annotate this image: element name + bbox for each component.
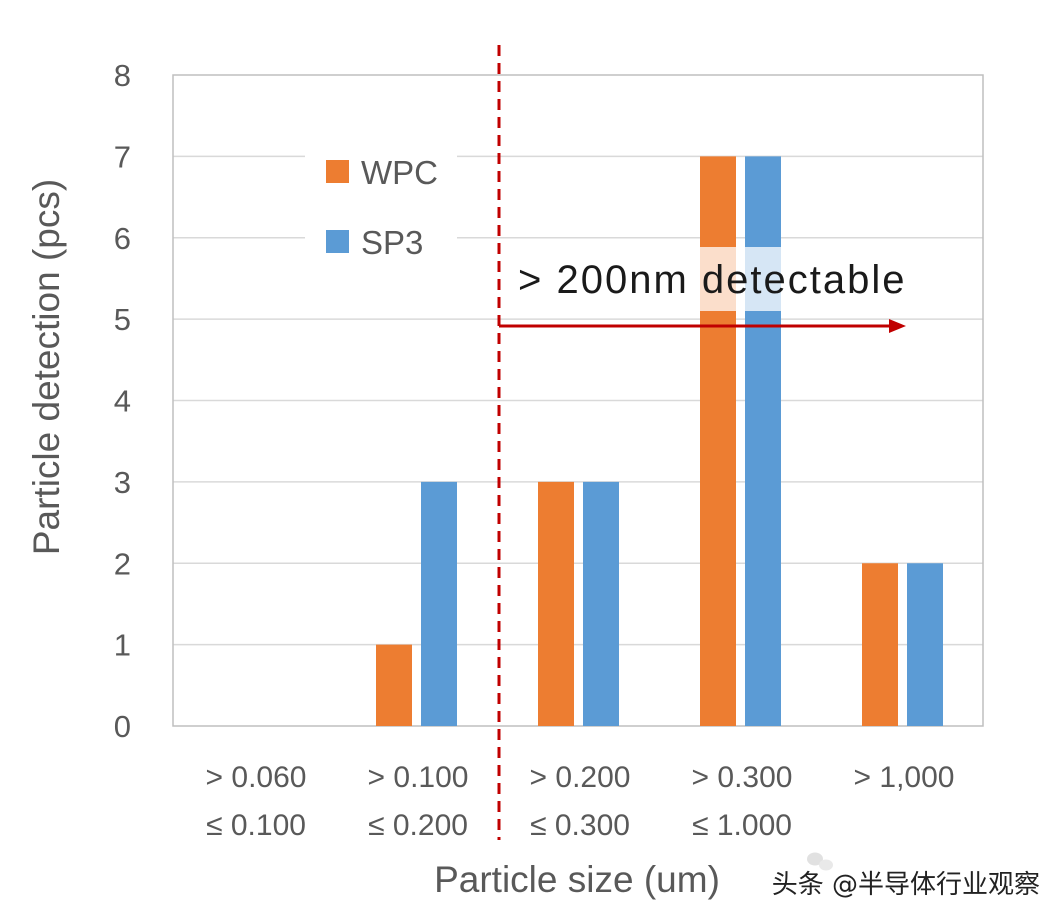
watermark: 头条 @半导体行业观察 xyxy=(770,852,1042,902)
gridlines xyxy=(173,155,983,646)
x-tick-label: > 0.060 xyxy=(206,761,307,794)
x-tick-label: > 0.200 xyxy=(530,761,631,794)
y-tick-label: 1 xyxy=(114,628,131,663)
watermark-logo-icon xyxy=(807,852,833,871)
annotation-label: > 200nm detectable xyxy=(518,258,906,302)
annotation-label-background xyxy=(508,247,920,311)
x-axis-ticks: > 0.060 ≤ 0.100 > 0.100 ≤ 0.200 > 0.200 ≤ 0.3… xyxy=(206,761,955,842)
bar-sp3-5 xyxy=(907,563,943,726)
bars xyxy=(376,156,943,726)
arrow-head-icon xyxy=(889,319,906,333)
legend-item-wpc: WPC xyxy=(326,154,438,191)
y-axis-ticks: 0 1 2 3 4 5 6 7 8 xyxy=(114,58,131,744)
watermark-text: 头条 @半导体行业观察 xyxy=(772,870,1040,900)
legend: WPC SP3 xyxy=(305,138,457,261)
y-tick-label: 7 xyxy=(114,139,131,174)
y-tick-label: 6 xyxy=(114,221,131,256)
x-tick-label: ≤ 0.200 xyxy=(368,809,468,842)
y-tick-label: 5 xyxy=(114,302,131,337)
x-tick-label: > 0.100 xyxy=(368,761,469,794)
y-tick-label: 4 xyxy=(114,384,131,419)
threshold-annotation: > 200nm detectable xyxy=(497,45,920,840)
plot-area xyxy=(172,74,984,727)
bar-wpc-5 xyxy=(862,563,898,726)
x-axis-title: Particle size (um) xyxy=(434,859,720,900)
legend-swatch-sp3 xyxy=(326,230,349,253)
bar-wpc-2 xyxy=(376,644,412,726)
x-tick-label: > 1,000 xyxy=(854,761,955,794)
x-tick-label: ≤ 0.300 xyxy=(530,809,630,842)
bar-wpc-4 xyxy=(700,156,736,726)
bar-sp3-2 xyxy=(421,481,457,726)
y-tick-label: 2 xyxy=(114,546,131,581)
y-tick-label: 3 xyxy=(114,465,131,500)
legend-label-wpc: WPC xyxy=(361,154,438,191)
legend-swatch-wpc xyxy=(326,160,349,183)
legend-item-sp3: SP3 xyxy=(326,224,423,261)
y-tick-label: 0 xyxy=(114,709,131,744)
bar-sp3-4 xyxy=(745,156,781,726)
bar-sp3-3 xyxy=(583,481,619,726)
y-axis-title: Particle detection (pcs) xyxy=(26,179,67,555)
bar-wpc-3 xyxy=(538,481,574,726)
x-tick-label: > 0.300 xyxy=(692,761,793,794)
y-tick-label: 8 xyxy=(114,58,131,93)
legend-label-sp3: SP3 xyxy=(361,224,423,261)
x-tick-label: ≤ 1.000 xyxy=(692,809,792,842)
x-tick-label: ≤ 0.100 xyxy=(206,809,306,842)
